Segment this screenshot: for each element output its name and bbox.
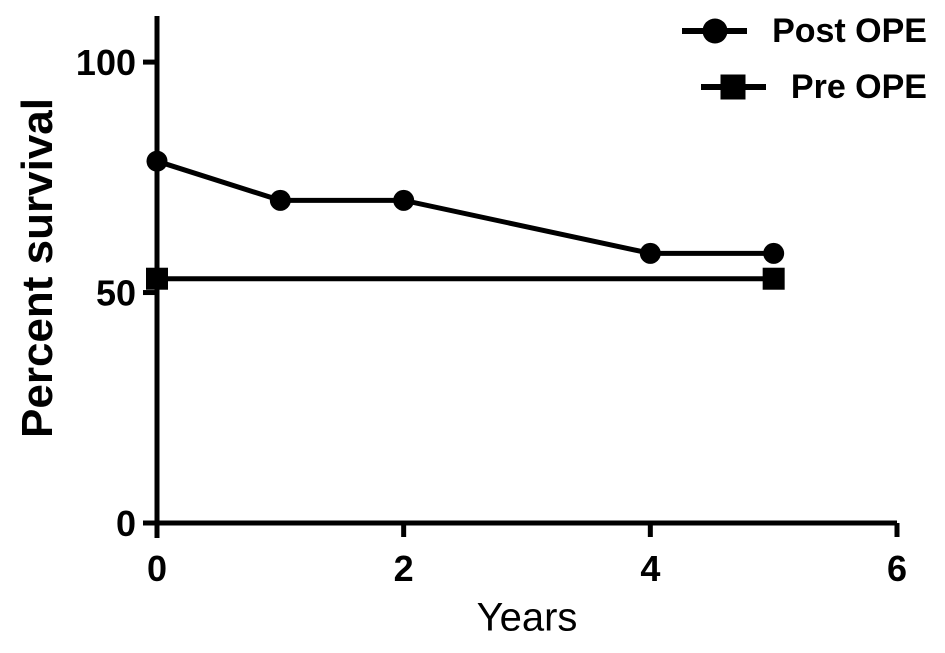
x-axis-title: Years [476,595,578,640]
data-point-circle [393,189,415,211]
legend-item-pre-ope: Pre OPE [682,68,927,106]
series-line-post-ope [156,158,774,256]
y-tick-label: 100 [76,42,136,83]
y-axis-title: Percent survival [13,98,62,438]
data-point-square [762,267,785,290]
legend-label-pre-ope: Pre OPE [790,68,927,106]
legend-item-post-ope: Post OPE [682,12,927,50]
data-point-circle [269,189,291,211]
x-tick-label: 4 [640,548,660,589]
y-tick-label: 50 [96,273,136,314]
legend: Post OPE Pre OPE [682,12,927,106]
pre-ope-square-marker [700,74,766,100]
y-tick-label: 0 [116,503,136,544]
post-ope-circle-marker [682,18,748,44]
data-point-circle [146,150,168,172]
x-tick-label: 2 [394,548,414,589]
data-point-square [146,267,168,290]
legend-label-post-ope: Post OPE [772,12,927,50]
x-tick-label: 0 [147,548,167,589]
data-point-circle [763,242,785,264]
data-point-circle [639,242,661,264]
x-tick-label: 6 [887,548,907,589]
